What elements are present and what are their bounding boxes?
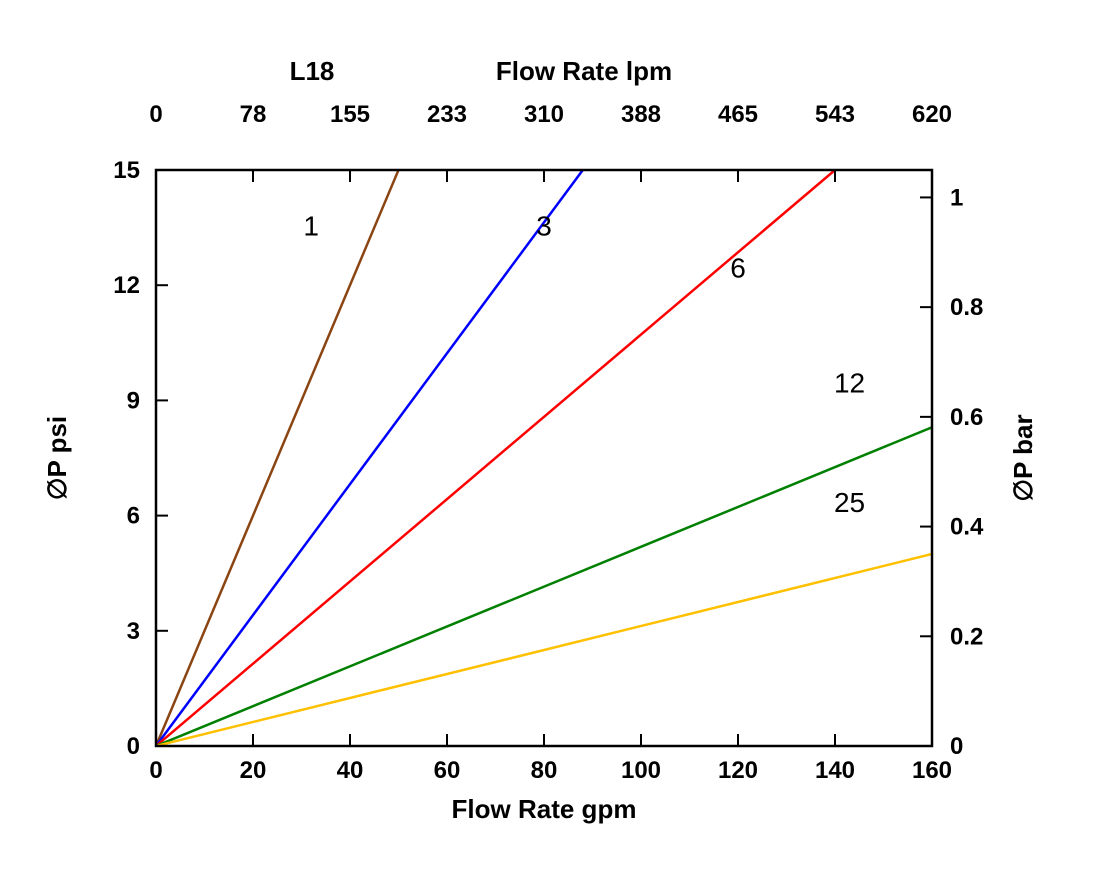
- y-right-label: ∅P bar: [1008, 414, 1038, 501]
- series-label-12: 12: [834, 368, 865, 399]
- series-label-6: 6: [730, 253, 746, 284]
- yr-tick-label: 0.8: [950, 294, 983, 321]
- yl-tick-label: 9: [127, 387, 140, 414]
- xt-tick-label: 155: [330, 101, 370, 128]
- yr-tick-label: 1: [950, 184, 963, 211]
- xt-tick-label: 620: [912, 101, 952, 128]
- chart-svg: 020406080100120140160Flow Rate gpm078155…: [0, 0, 1096, 878]
- chart-container: 020406080100120140160Flow Rate gpm078155…: [0, 0, 1096, 878]
- yl-tick-label: 6: [127, 503, 140, 530]
- xb-tick-label: 20: [240, 757, 267, 784]
- yl-tick-label: 15: [113, 157, 140, 184]
- x-top-label: Flow Rate lpm: [496, 56, 672, 86]
- xt-tick-label: 233: [427, 101, 467, 128]
- xt-tick-label: 78: [240, 101, 267, 128]
- series-label-25: 25: [834, 487, 865, 518]
- xb-tick-label: 0: [149, 757, 162, 784]
- xb-tick-label: 100: [621, 757, 661, 784]
- series-label-1: 1: [303, 210, 319, 241]
- xb-tick-label: 80: [531, 757, 558, 784]
- yl-tick-label: 3: [127, 618, 140, 645]
- xt-tick-label: 310: [524, 101, 564, 128]
- xt-tick-label: 0: [149, 101, 162, 128]
- yr-tick-label: 0.4: [950, 514, 984, 541]
- chart-title: L18: [290, 56, 335, 86]
- xb-tick-label: 120: [718, 757, 758, 784]
- y-left-label: ∅P psi: [42, 416, 72, 500]
- series-label-3: 3: [536, 210, 552, 241]
- xb-tick-label: 40: [337, 757, 364, 784]
- xb-tick-label: 160: [912, 757, 952, 784]
- xt-tick-label: 465: [718, 101, 758, 128]
- yr-tick-label: 0.2: [950, 623, 983, 650]
- yr-tick-label: 0.6: [950, 404, 983, 431]
- yl-tick-label: 12: [113, 272, 140, 299]
- xt-tick-label: 543: [815, 101, 855, 128]
- xb-tick-label: 140: [815, 757, 855, 784]
- yl-tick-label: 0: [127, 733, 140, 760]
- xt-tick-label: 388: [621, 101, 661, 128]
- yr-tick-label: 0: [950, 733, 963, 760]
- xb-tick-label: 60: [434, 757, 461, 784]
- x-bottom-label: Flow Rate gpm: [452, 794, 637, 824]
